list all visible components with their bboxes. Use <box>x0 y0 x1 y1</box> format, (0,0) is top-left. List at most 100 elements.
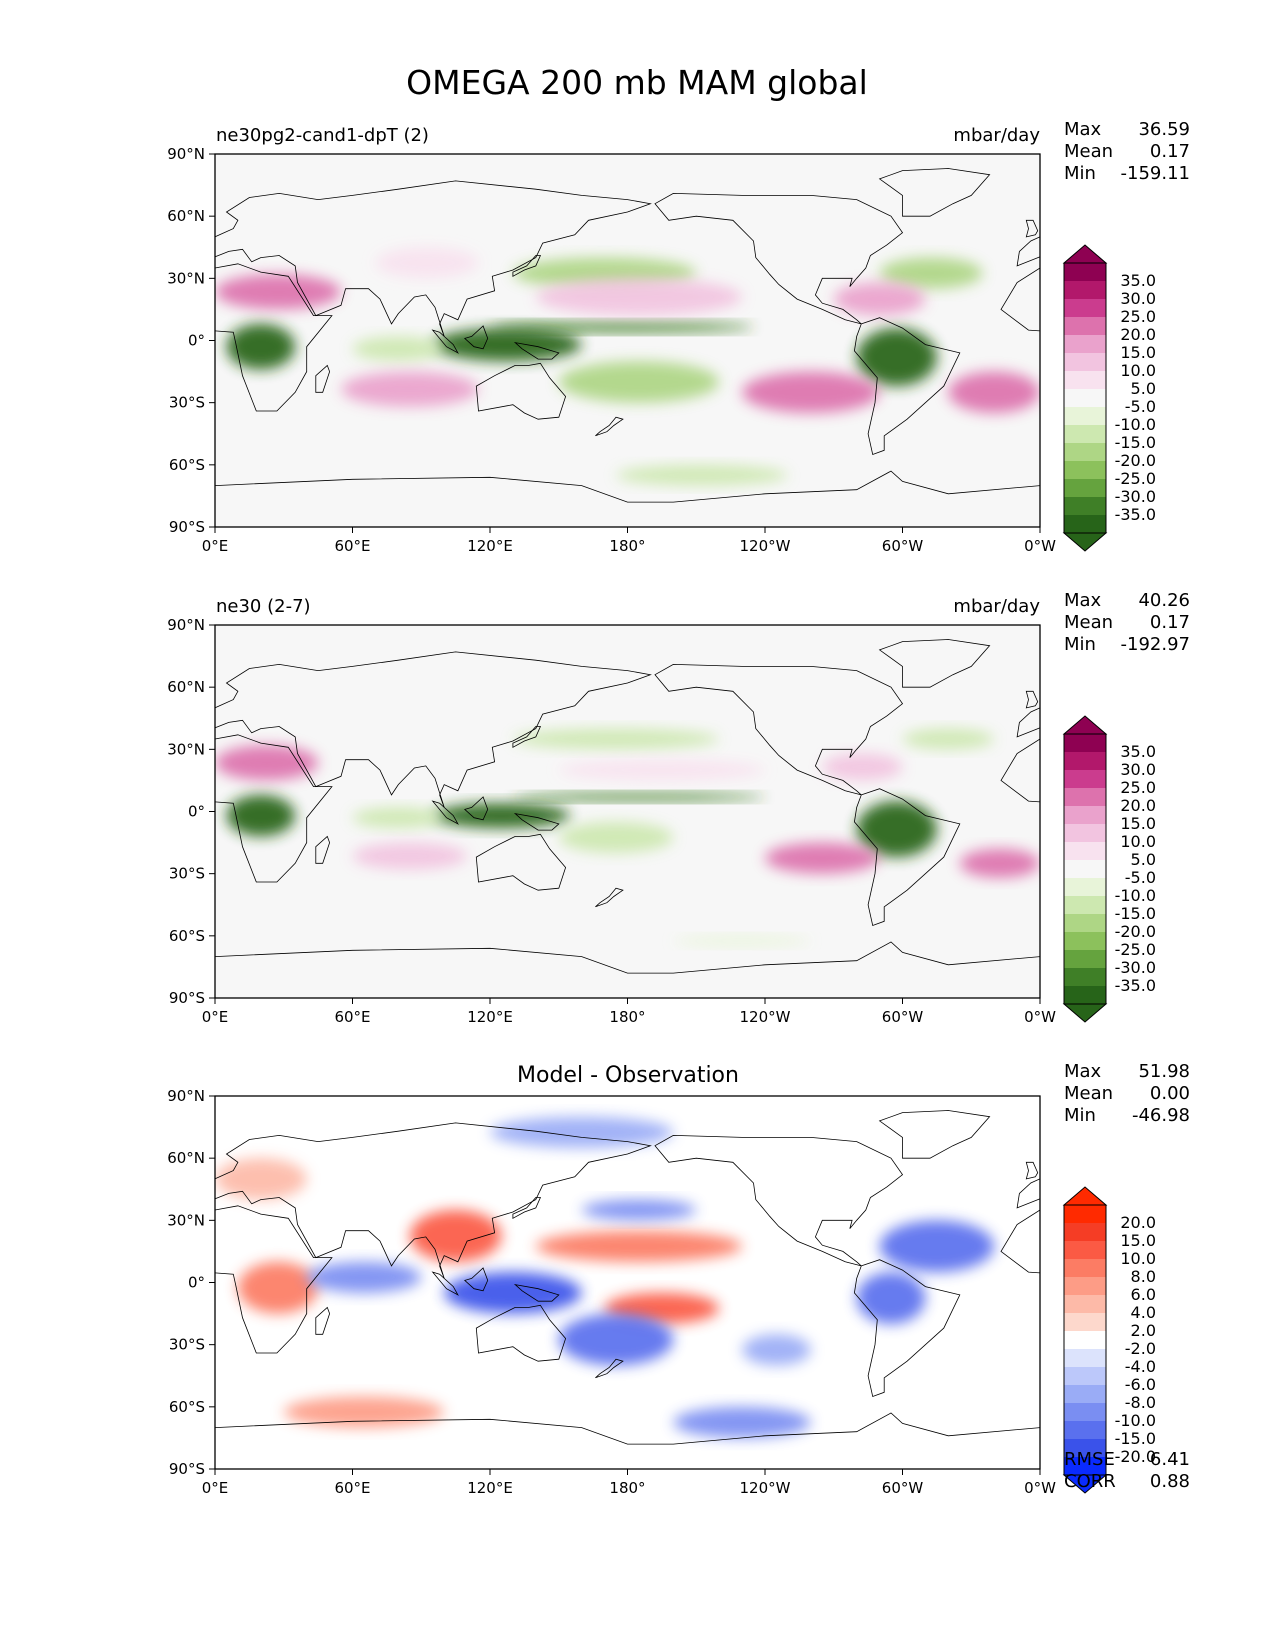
colorbar-bin <box>1064 824 1106 842</box>
stat-max-label: Max <box>1064 1061 1102 1082</box>
stats-block: Max 36.59 Mean 0.17 Min -159.11 <box>1064 119 1190 184</box>
colorbar-tick-label: -15.0 <box>1115 904 1156 923</box>
field-southern-pos <box>283 1396 445 1428</box>
colorbar-bin <box>1064 515 1106 533</box>
colorbar-bin <box>1064 317 1106 335</box>
colorbar-bin <box>1064 1349 1106 1367</box>
coastline-greenland <box>878 168 991 217</box>
coastlines <box>215 1110 1040 1469</box>
lon-tick-label: 60°W <box>882 1479 924 1497</box>
coastline-antarctica <box>215 1412 1040 1469</box>
coastline-borneo <box>463 796 489 821</box>
field-n-pac-neg <box>581 1199 697 1221</box>
coastline-new-guinea <box>513 812 560 831</box>
coastline-madagascar <box>315 364 331 393</box>
panel-left-title: ne30pg2-cand1-dpT (2) <box>216 125 429 146</box>
coastline-new-guinea <box>513 341 560 360</box>
colorbar-extend-top <box>1062 244 1108 264</box>
colorbar-tick-label: 10.0 <box>1120 832 1156 851</box>
coastline-sumatra <box>431 1271 459 1296</box>
panel-units: mbar/day <box>953 596 1040 617</box>
lat-tick-label: 30°S <box>169 394 205 412</box>
panel-reference: ne30 (2-7) mbar/day 90°N 60°N 30°N 0° 30°S 60… <box>167 590 1190 1026</box>
lat-tick-label: 0° <box>188 1274 205 1292</box>
field-south-atlantic <box>959 848 1040 878</box>
coastlines <box>215 639 1040 998</box>
lat-tick-label: 60°N <box>167 678 205 696</box>
coastline-north-america <box>654 1134 904 1267</box>
coastline-sumatra <box>1258 330 1275 353</box>
colorbar-tick-label: 2.0 <box>1131 1321 1156 1340</box>
colorbar-tick-label: -35.0 <box>1115 505 1156 524</box>
lat-tick-label: 60°N <box>167 1149 205 1167</box>
lon-tick-label: 120°W <box>740 1479 791 1497</box>
coastline-eurasia <box>215 1122 652 1279</box>
colorbar-tick-label: 10.0 <box>1120 1249 1156 1268</box>
colorbar-tick-label: -10.0 <box>1115 886 1156 905</box>
colorbar-bin <box>1064 950 1106 968</box>
colorbar-frame <box>1063 733 1107 1005</box>
lon-tick-label: 180° <box>609 537 645 555</box>
colorbar-bin <box>1064 932 1106 950</box>
field-central-africa <box>226 323 296 370</box>
colorbar-tick-label: -4.0 <box>1125 1357 1156 1376</box>
stat-max-value: 40.26 <box>1138 590 1190 611</box>
colorbar-bin <box>1064 914 1106 932</box>
contour-fill <box>215 1116 995 1438</box>
field-ind-ocean-neg <box>444 1272 582 1314</box>
colorbar-bin <box>1064 860 1106 878</box>
coastline-australia <box>475 1304 567 1362</box>
lon-tick-label: 60°E <box>334 1008 370 1026</box>
contour-fill <box>215 247 1040 486</box>
colorbar-tick-label: 10.0 <box>1120 361 1156 380</box>
field-subtropical-n-pacific <box>535 278 743 316</box>
colorbar-bin <box>1064 968 1106 986</box>
coastline-greenland <box>878 639 991 688</box>
lon-tick-label: 0°W <box>1024 1479 1056 1497</box>
lat-tick-label: 90°N <box>167 1087 205 1105</box>
panel-units: mbar/day <box>953 125 1040 146</box>
coastline-antarctica <box>215 941 1040 998</box>
stat-mean-value: 0.17 <box>1150 141 1190 162</box>
coastline-south-america <box>853 1259 961 1398</box>
lat-tick-label: 60°S <box>169 1398 205 1416</box>
lat-tick-label: 0° <box>188 803 205 821</box>
lon-tick-label: 0°W <box>1024 1008 1056 1026</box>
field-maritime-continent <box>432 328 582 362</box>
field-africa-pos <box>237 1261 319 1314</box>
colorbar-extend-bottom <box>1062 532 1108 552</box>
colorbar-tick-label: -5.0 <box>1125 868 1156 887</box>
field-arctic-neg <box>490 1116 674 1148</box>
colorbar-tick-label: -30.0 <box>1115 958 1156 977</box>
field-amazon <box>856 328 937 387</box>
field-central-africa <box>226 794 296 837</box>
lon-tick-label: 0°E <box>202 537 229 555</box>
coastline-new-zealand <box>595 416 624 437</box>
colorbar-tick-label: 25.0 <box>1120 778 1156 797</box>
lon-tick-label: 180° <box>609 1008 645 1026</box>
coastline-japan <box>512 1197 542 1219</box>
field-amazon-mixed <box>856 1272 926 1324</box>
colorbar-tick-label: -20.0 <box>1115 922 1156 941</box>
stat-max-value: 51.98 <box>1138 1061 1190 1082</box>
colorbar-bin <box>1064 770 1106 788</box>
colorbar-bin <box>1064 1259 1106 1277</box>
coastline-africa <box>215 263 333 412</box>
panel-left-title: ne30 (2-7) <box>216 596 311 617</box>
lat-tick-label: 90°N <box>167 145 205 163</box>
field-caribbean <box>833 282 926 316</box>
stat-mean-value: 0.17 <box>1150 612 1190 633</box>
stat-mean-label: Mean <box>1064 1083 1113 1104</box>
coastline-antarctica <box>215 470 1040 527</box>
lat-tick-label: 30°N <box>167 269 205 287</box>
stat-mean-value: 0.00 <box>1150 1083 1190 1104</box>
colorbar-bin <box>1064 842 1106 860</box>
colorbar-tick-label: 5.0 <box>1131 850 1156 869</box>
coastline-sumatra <box>431 329 459 354</box>
colorbar-bin <box>1064 1295 1106 1313</box>
metric-corr-value: 0.88 <box>1150 1471 1190 1492</box>
lon-tick-label: 0°E <box>202 1008 229 1026</box>
panel-test: ne30pg2-cand1-dpT (2) mbar/day 90°N 60°N 3… <box>167 119 1275 555</box>
colorbar-tick-label: 5.0 <box>1131 379 1156 398</box>
coastline-new-guinea <box>513 1283 560 1302</box>
